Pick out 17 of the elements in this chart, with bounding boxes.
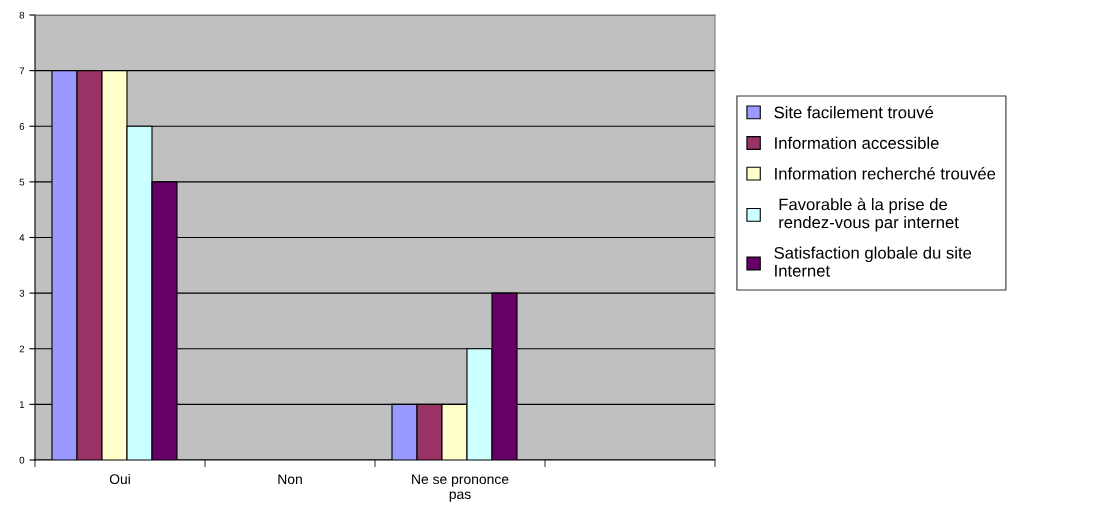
y-tick-label: 1: [19, 401, 25, 408]
y-tick-label: 5: [19, 178, 25, 186]
x-tick-label: Non: [278, 474, 302, 485]
y-tick-label: 8: [19, 11, 25, 19]
x-tick-label: Oui: [109, 473, 130, 485]
legend-label: Information accessible: [775, 136, 939, 149]
y-tick-label: 2: [19, 345, 25, 353]
y-tick-label: 4: [19, 234, 25, 242]
y-tick-label: 7: [19, 67, 25, 75]
y-tick-label: 0: [19, 456, 25, 464]
legend-label: Satisfaction globale du site Internet: [774, 246, 972, 277]
x-tick-label: Ne se prononce pas: [412, 474, 509, 502]
legend-label: Information recherché trouvée: [775, 167, 996, 180]
legend-label: Site facilement trouvé: [774, 105, 934, 119]
y-tick-label: 3: [19, 289, 25, 297]
y-tick-label: 6: [19, 122, 25, 130]
legend-label: Favorable à la prise de rendez-vous par internet: [779, 197, 959, 232]
